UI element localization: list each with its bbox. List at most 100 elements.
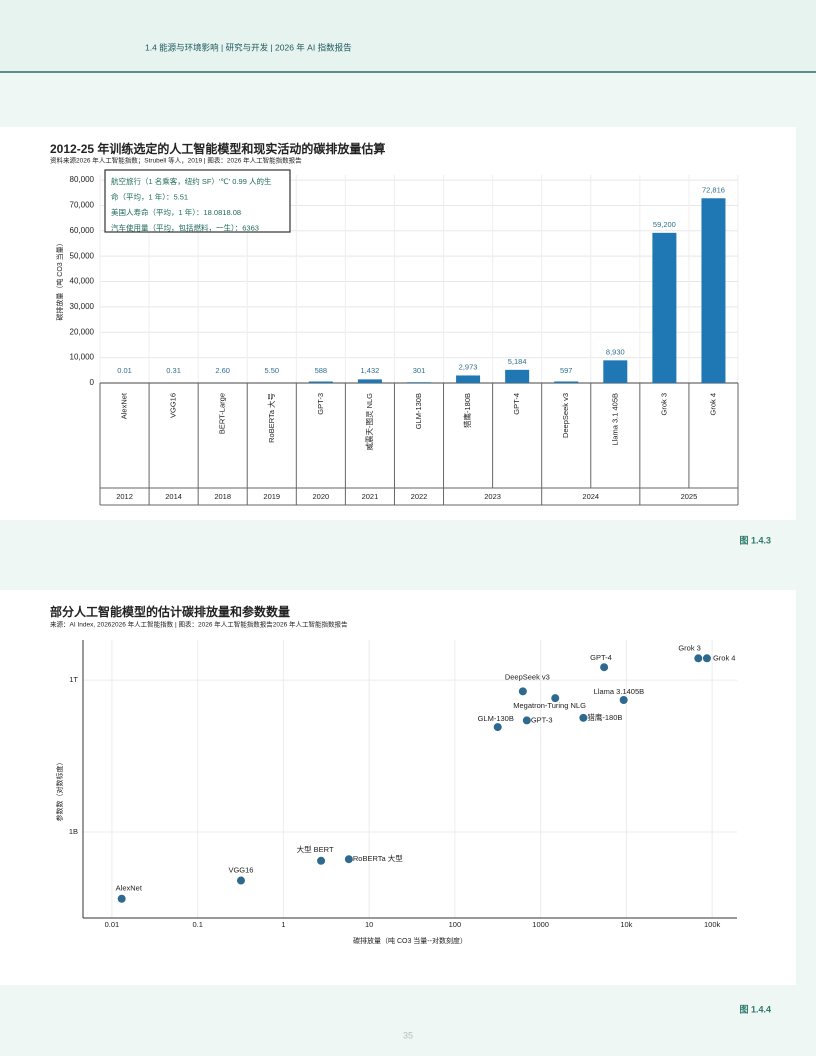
y-tick-label: 1T xyxy=(69,675,78,684)
y-tick-label: 60,000 xyxy=(70,226,95,235)
point xyxy=(579,713,588,722)
panel xyxy=(0,590,796,985)
y-tick-label: 30,000 xyxy=(70,302,95,311)
annotation: 美国人寿命（平均，1 年）：18.0818.08 xyxy=(111,207,241,217)
point-label: VGG16 xyxy=(228,866,253,875)
group-label: 2020 xyxy=(313,492,330,501)
point-label: Grok 4 xyxy=(713,653,736,662)
y-axis-label: 参数数（对数标度） xyxy=(55,759,64,822)
point xyxy=(600,663,609,672)
data-label: 301 xyxy=(413,366,426,375)
annotation-box xyxy=(104,169,291,233)
point xyxy=(117,894,126,903)
data-label: 8,930 xyxy=(606,347,625,356)
x-tick-label: 10 xyxy=(365,920,373,929)
point xyxy=(702,654,711,663)
annotation: 汽车使用量（平均，包括燃料，一生）：6363 xyxy=(111,222,259,232)
x-tick-label: 100k xyxy=(704,920,721,929)
x-tick-label: DeepSeek v3 xyxy=(561,393,570,438)
page-number: 35 xyxy=(403,1030,413,1040)
x-tick-label: 0.1 xyxy=(192,920,202,929)
x-tick-label: VGG16 xyxy=(169,393,178,418)
y-tick-label: 80,000 xyxy=(70,175,95,184)
figure-label: 图 1.4.3 xyxy=(739,535,771,545)
x-tick-label: 0.01 xyxy=(105,920,120,929)
x-tick-label: BERT-Large xyxy=(218,393,227,434)
point xyxy=(344,855,353,864)
data-label: 2,973 xyxy=(459,362,478,371)
x-tick-label: Grok 4 xyxy=(708,393,717,416)
x-tick-label: RoBERTa 大号 xyxy=(266,393,276,443)
data-label: 0.31 xyxy=(166,366,181,375)
header-bg xyxy=(0,0,816,72)
point xyxy=(619,695,628,704)
group-label: 2014 xyxy=(165,492,182,501)
header-text: 1.4 能源与环境影响 | 研究与开发 | 2026 年 AI 指数报告 xyxy=(145,42,352,52)
data-label: 597 xyxy=(560,366,573,375)
group-label: 2025 xyxy=(681,492,698,501)
group-label: 2021 xyxy=(362,492,379,501)
group-label: 2022 xyxy=(411,492,428,501)
data-label: 1,432 xyxy=(361,366,380,375)
data-label: 588 xyxy=(315,366,328,375)
annotation: 命（平均，1 年）：5.51 xyxy=(111,191,188,201)
point-label: AlexNet xyxy=(116,884,143,893)
point-label: GPT-4 xyxy=(590,653,612,662)
bar xyxy=(407,382,431,383)
x-tick-label: 10k xyxy=(620,920,632,929)
point xyxy=(522,716,531,725)
y-axis-label: 碳排放量（吨 CO3 当量） xyxy=(55,239,64,320)
x-tick-label: Grok 3 xyxy=(659,393,668,416)
chart-title: 2012-25 年训练选定的人工智能模型和现实活动的碳排放量估算 xyxy=(50,141,385,156)
point-label: Megatron-Turing NLG xyxy=(513,701,586,710)
x-tick-label: GPT-3 xyxy=(316,393,325,415)
point xyxy=(518,687,527,696)
chart-title: 部分人工智能模型的估计碳排放量和参数数量 xyxy=(50,604,290,619)
point-label: GLM-130B xyxy=(478,714,514,723)
x-tick-label: GLM-130B xyxy=(414,393,423,429)
chart-subtitle: 来源：AI Index, 20262026 年人工智能指数 | 图表：2026 … xyxy=(50,620,348,629)
point-label: 大型 BERT xyxy=(297,844,334,854)
point-label: GPT-3 xyxy=(531,715,553,724)
x-tick-label: AlexNet xyxy=(120,392,129,419)
point-label: 猎鹰-180B xyxy=(587,712,622,722)
x-tick-label: 猎鹰-180B xyxy=(462,393,472,428)
x-tick-label: 100 xyxy=(449,920,462,929)
data-label: 0.01 xyxy=(117,366,132,375)
data-label: 5.50 xyxy=(264,366,279,375)
group-label: 2019 xyxy=(263,492,280,501)
y-tick-label: 20,000 xyxy=(70,327,95,336)
chart-subtitle: 资料来源2026 年人工智能指数；Strubell 等人，2019 | 图表：2… xyxy=(50,156,302,165)
bar xyxy=(701,198,726,383)
figure-label: 图 1.4.4 xyxy=(739,1004,771,1014)
data-label: 5,184 xyxy=(508,357,527,366)
y-tick-label: 10,000 xyxy=(70,353,95,362)
bar xyxy=(308,381,333,383)
y-tick-label: 70,000 xyxy=(70,201,95,210)
x-axis-label: 碳排放量（吨 CO3 当量--对数刻度） xyxy=(353,936,467,945)
point xyxy=(317,856,326,865)
point xyxy=(551,694,560,703)
group-label: 2023 xyxy=(484,492,501,501)
x-tick-label: GPT-4 xyxy=(512,393,521,415)
bar xyxy=(505,369,530,383)
bar xyxy=(603,360,628,383)
y-tick-label: 50,000 xyxy=(70,251,95,260)
group-label: 2018 xyxy=(214,492,231,501)
x-tick-label: 威震天-图灵 NLG xyxy=(364,393,374,451)
y-tick-label: 40,000 xyxy=(70,277,95,286)
x-tick-label: 1000 xyxy=(532,920,549,929)
bar xyxy=(554,381,579,383)
data-label: 59,200 xyxy=(653,220,676,229)
point xyxy=(236,876,245,885)
group-label: 2024 xyxy=(582,492,599,501)
point xyxy=(493,723,502,732)
data-label: 2.60 xyxy=(215,366,230,375)
data-label: 72,816 xyxy=(702,185,725,194)
point-label: Grok 3 xyxy=(678,643,701,652)
point xyxy=(694,654,703,663)
x-tick-label: 1 xyxy=(281,920,285,929)
group-label: 2012 xyxy=(116,492,133,501)
